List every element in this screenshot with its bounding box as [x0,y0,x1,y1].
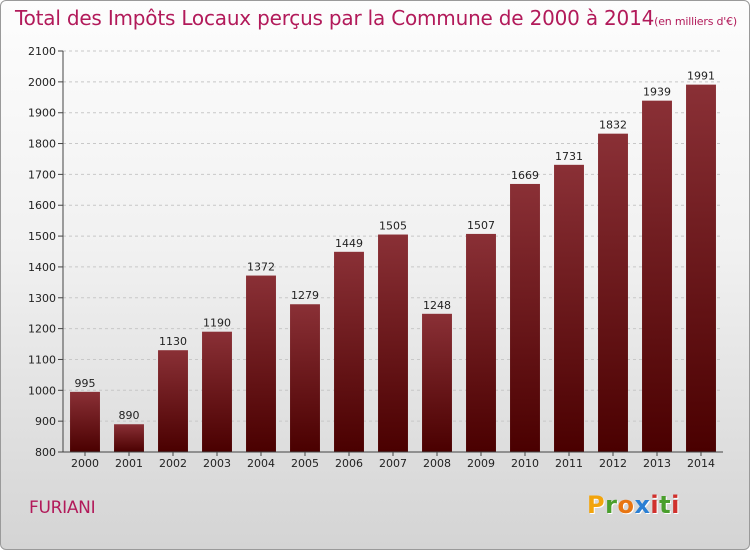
logo-letter: r [605,491,618,519]
x-axis: 2000 2001 2002 2003 2004 2005 2006 2007 2008 2009… [63,451,723,470]
commune-name: FURIANI [29,498,96,518]
y-tick-label: 1000 [28,384,56,397]
value-label-2002: 1130 [159,335,187,348]
bar-2008 [422,313,452,452]
x-tick-label-2000: 2000 [71,457,99,470]
y-tick-label: 1300 [28,292,56,305]
y-tick-label: 1800 [28,138,56,151]
value-label-2013: 1939 [643,86,671,99]
logo-letter: o [617,491,635,519]
chart-title-text: Total des Impôts Locaux perçus par la Co… [14,6,655,30]
value-label-2007: 1505 [379,220,407,233]
bar-2010 [510,183,540,452]
bar-2000 [70,391,100,452]
bar-2007 [378,234,408,452]
bar-2013 [642,100,672,453]
value-label-2003: 1190 [203,317,231,330]
x-tick-label-2011: 2011 [555,457,583,470]
y-axis: 800 900 1000 1100 1200 1300 1400 1500 1600 1700 18… [28,45,64,459]
logo-letter: x [634,491,651,519]
y-tick-label: 1400 [28,261,56,274]
value-label-2010: 1669 [511,169,539,182]
chart-title: Total des Impôts Locaux perçus par la Co… [1,6,749,30]
x-tick-label-2012: 2012 [599,457,627,470]
y-tick-label: 2100 [28,45,56,58]
x-tick-label-2005: 2005 [291,457,319,470]
y-tick-label: 2000 [28,76,56,89]
logo-letter: i [671,491,680,519]
x-tick-label-2010: 2010 [511,457,539,470]
x-tick-label-2003: 2003 [203,457,231,470]
bar-2006 [334,251,364,452]
bar-2001 [114,424,144,452]
y-tick-label: 1500 [28,230,56,243]
x-tick-label-2009: 2009 [467,457,495,470]
value-label-2014: 1991 [687,70,715,83]
x-tick-label-2008: 2008 [423,457,451,470]
value-label-2000: 995 [75,377,96,390]
y-tick-label: 1600 [28,199,56,212]
bar-2012 [598,133,628,452]
x-tick-label-2004: 2004 [247,457,275,470]
bar-2004 [246,275,276,452]
logo-letter: P [587,491,606,519]
logo-letter: i [650,491,660,519]
value-label-2006: 1449 [335,237,363,250]
bar-2014 [686,84,716,452]
value-label-2001: 890 [119,409,140,422]
chart-title-unit: (en milliers d'€) [654,15,738,28]
value-label-2005: 1279 [291,289,319,302]
bar-2002 [158,350,188,452]
bar-2003 [202,331,232,452]
value-label-2011: 1731 [555,150,583,163]
value-label-2012: 1832 [599,119,627,132]
value-labels: 995 890 1130 1190 1372 1279 1449 1505 1248 1507 16… [75,70,716,423]
y-tick-label: 900 [35,415,56,428]
bar-2005 [290,304,320,452]
y-tick-label: 1900 [28,107,56,120]
y-tick-label: 800 [35,446,56,459]
bars [70,84,716,453]
x-tick-label-2001: 2001 [115,457,143,470]
logo-letter: t [659,491,672,519]
value-label-2004: 1372 [247,261,275,274]
y-tick-label: 1100 [28,353,56,366]
value-label-2008: 1248 [423,299,451,312]
bar-2011 [554,164,584,452]
y-tick-label: 1200 [28,323,56,336]
y-tick-label: 1700 [28,168,56,181]
x-tick-label-2007: 2007 [379,457,407,470]
bar-2009 [466,233,496,452]
x-tick-label-2002: 2002 [159,457,187,470]
x-tick-label-2006: 2006 [335,457,363,470]
value-label-2009: 1507 [467,219,495,232]
proxiti-logo[interactable]: Proxiti [587,491,680,519]
x-tick-label-2013: 2013 [643,457,671,470]
x-tick-label-2014: 2014 [687,457,715,470]
